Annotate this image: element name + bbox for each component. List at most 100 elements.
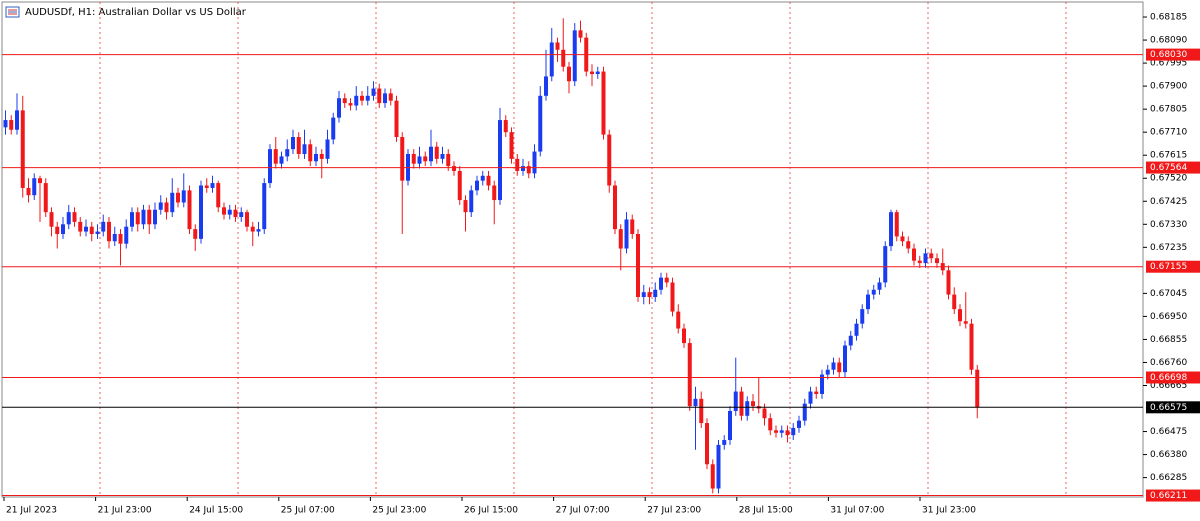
level-label-box: [1146, 260, 1200, 273]
symbol-icon: [5, 6, 20, 18]
candle-body: [797, 420, 801, 428]
y-tick-label: 0.68185: [1150, 13, 1187, 23]
candle-body: [498, 120, 502, 201]
candle-body: [273, 149, 278, 164]
candle-body: [32, 178, 37, 196]
candle-body: [814, 391, 819, 394]
candle-body: [567, 66, 571, 82]
candle-body: [429, 146, 433, 162]
candle-body: [728, 410, 732, 441]
candle-body: [394, 100, 399, 138]
x-tick-label: 25 Jul 23:00: [372, 506, 426, 516]
candle-body: [946, 270, 951, 295]
candle-body: [193, 229, 198, 239]
candle-body: [331, 117, 336, 140]
candle-body: [958, 309, 962, 322]
candle-body: [676, 311, 681, 329]
candle-body: [894, 212, 899, 237]
y-tick-label: 0.67615: [1150, 151, 1187, 161]
candle-body: [595, 71, 600, 74]
x-tick-label: 24 Jul 15:00: [189, 506, 243, 516]
candle-body: [578, 30, 583, 38]
candle-body: [664, 277, 669, 283]
candle-body: [636, 233, 640, 298]
candle-body: [43, 183, 48, 213]
x-tick-label: 31 Jul 23:00: [922, 506, 976, 516]
candle-body: [871, 289, 876, 295]
candle-body: [906, 241, 911, 249]
candle-body: [710, 464, 715, 489]
candle-body: [687, 343, 692, 407]
y-tick-label: 0.66760: [1150, 358, 1187, 368]
candle-body: [181, 190, 186, 203]
y-tick-label: 0.67045: [1150, 289, 1187, 299]
candle-body: [446, 153, 451, 167]
candle-body: [84, 226, 88, 232]
candle-body: [883, 246, 888, 283]
candle-body: [20, 110, 25, 188]
level-label: 0.67564: [1150, 163, 1187, 173]
candle-body: [860, 309, 865, 324]
y-tick-label: 0.67235: [1150, 243, 1187, 253]
x-tick-label: 25 Jul 07:00: [281, 506, 335, 516]
candle-body: [377, 88, 382, 104]
candle-body: [463, 200, 468, 213]
candle-body: [49, 212, 54, 227]
candle-body: [624, 219, 629, 249]
candle-body: [952, 294, 957, 310]
y-tick-label: 0.66855: [1150, 335, 1187, 345]
candle-body: [802, 403, 807, 421]
candle-body: [239, 212, 244, 218]
candle-body: [319, 153, 324, 159]
candle-body: [486, 175, 491, 186]
candle-body: [411, 153, 416, 164]
candle-body: [26, 187, 31, 196]
candle-body: [791, 427, 796, 436]
level-label: 0.67155: [1150, 262, 1187, 272]
y-tick-label: 0.67425: [1150, 197, 1187, 207]
candle-body: [3, 120, 8, 128]
candle-body: [112, 233, 117, 242]
candle-body: [912, 248, 916, 261]
candle-body: [469, 190, 474, 213]
candle-body: [820, 374, 824, 394]
candle-body: [360, 95, 364, 101]
x-tick-label: 21 Jul 23:00: [98, 506, 152, 516]
candle-body: [745, 401, 750, 416]
candle-body: [130, 212, 134, 227]
candle-body: [135, 212, 140, 225]
level-label: 0.66211: [1150, 491, 1187, 501]
candle-body: [78, 221, 83, 232]
candle-body: [601, 71, 606, 135]
x-tick-label: 28 Jul 15:00: [739, 506, 793, 516]
candle-body: [900, 236, 905, 242]
x-tick-label: 31 Jul 07:00: [830, 506, 884, 516]
candle-body: [613, 185, 617, 230]
candle-body: [164, 202, 169, 213]
candle-body: [877, 282, 882, 290]
candle-body: [739, 391, 744, 416]
x-tick-label: 26 Jul 15:00: [464, 506, 518, 516]
y-tick-label: 0.66380: [1150, 450, 1187, 460]
candle-body: [515, 158, 520, 171]
candle-body: [61, 224, 65, 234]
candle-body: [975, 369, 980, 408]
y-tick-label: 0.67900: [1150, 82, 1187, 92]
candle-body: [693, 398, 698, 407]
level-label-box: [1146, 161, 1200, 174]
candle-body: [348, 103, 353, 106]
candle-body: [843, 345, 847, 373]
candle-body: [969, 323, 974, 370]
candle-body: [929, 253, 934, 259]
y-tick-label: 0.67710: [1150, 128, 1187, 138]
level-label: 0.66698: [1150, 373, 1187, 383]
candle-body: [889, 212, 893, 247]
candle-body: [245, 212, 249, 227]
candle-body: [854, 323, 859, 336]
candle-body: [342, 98, 347, 104]
candle-body: [141, 209, 146, 225]
candle-body: [492, 185, 497, 201]
candle-body: [825, 369, 830, 375]
candle-body: [365, 95, 370, 101]
